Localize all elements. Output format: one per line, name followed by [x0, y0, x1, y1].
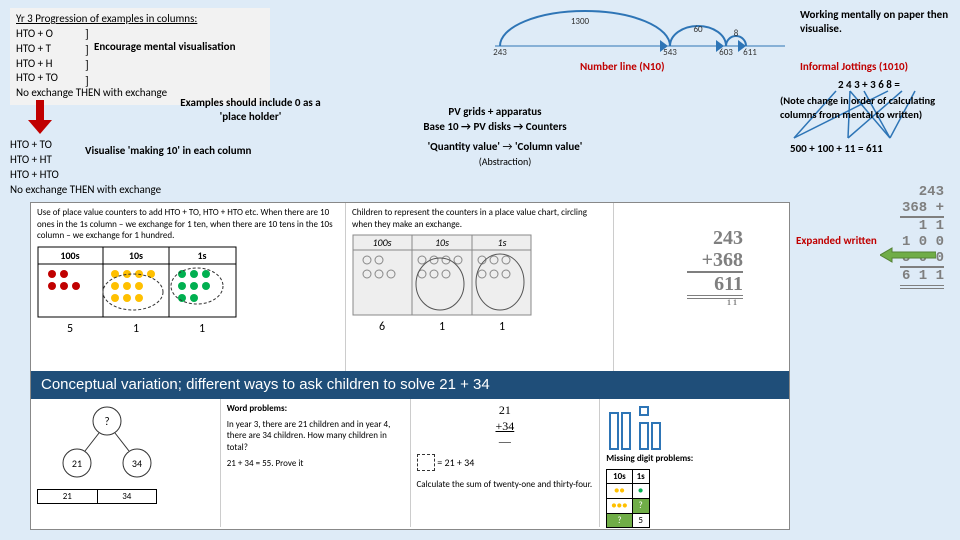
prog-row: HTO + TO: [16, 71, 264, 86]
ws2-text: Children to represent the counters in a …: [352, 207, 607, 230]
worksheet-top-cell-1: Use of place value counters to add HTO +…: [31, 203, 346, 371]
worksheet-bottom-cell-2: Word problems: In year 3, there are 21 c…: [221, 399, 411, 527]
examples-note: Examples should include 0 as a 'place ho…: [168, 96, 333, 125]
ws1-text: Use of place value counters to add HTO +…: [37, 207, 339, 242]
svg-text:500 + 100 + 11 = 611: 500 + 100 + 11 = 611: [790, 142, 883, 155]
working-mentally-note: Working mentally on paper then visualise…: [800, 8, 950, 37]
pvgrids-note: PV grids + apparatus Base 10 → PV disks …: [395, 105, 595, 135]
prog2-footer: No exchange THEN with exchange: [10, 183, 270, 198]
progression-box: Yr 3 Progression of examples in columns:…: [10, 8, 270, 105]
svg-text:?: ?: [104, 415, 109, 428]
svg-text:8: 8: [734, 28, 739, 39]
worksheet-bottom-cell-1: ? 21 34 2134: [31, 399, 221, 527]
informal-jottings-label: Informal Jottings (1010): [800, 60, 908, 73]
pv-line2: Base 10 → PV disks → Counters: [395, 120, 595, 135]
pv-line1: PV grids + apparatus: [395, 105, 595, 120]
svg-text:1s: 1s: [497, 236, 506, 249]
svg-text:100s: 100s: [60, 249, 79, 262]
svg-text:10s: 10s: [435, 236, 449, 249]
numberline-label: Number line (N10): [580, 60, 665, 73]
progression-title: Yr 3 Progression of examples in columns:: [16, 12, 264, 27]
svg-text:34: 34: [132, 457, 142, 470]
svg-text:603: 603: [719, 47, 733, 56]
expanded-written-label: Expanded written: [796, 234, 877, 247]
red-down-arrow-icon: [28, 100, 52, 134]
svg-text:1: 1: [439, 320, 445, 334]
worksheet-panel: Use of place value counters to add HTO +…: [30, 202, 790, 530]
second-progression-box: HTO + TO HTO + HT HTO + HTO No exchange …: [10, 138, 270, 197]
svg-text:1: 1: [499, 320, 505, 334]
svg-text:60: 60: [693, 24, 703, 35]
note-change: (Note change in order of calculating col…: [780, 94, 940, 121]
worksheet-bottom-cell-3: 21 +34 — = 21 + 34 Calculate the sum of …: [411, 399, 601, 527]
worksheet-bottom-cell-4: Missing digit problems: 10s1s ●●● ●●●? ?…: [600, 399, 789, 527]
bracket: ]]]]: [85, 28, 89, 90]
svg-text:21: 21: [72, 457, 82, 470]
svg-text:1: 1: [199, 322, 205, 336]
svg-text:543: 543: [663, 47, 677, 56]
svg-text:10s: 10s: [129, 249, 143, 262]
svg-text:5: 5: [67, 322, 73, 336]
svg-text:1: 1: [133, 322, 139, 336]
svg-text:1300: 1300: [571, 16, 590, 27]
svg-text:6: 6: [379, 320, 385, 334]
worksheet-top-cell-3: 243 +368 611 1 1: [614, 203, 789, 371]
encourage-note: Encourage mental visualisation: [94, 40, 235, 55]
expanded-column-sum: 243 368 + 1 1 1 0 0 5 0 0 6 1 1: [900, 184, 944, 289]
svg-text:2 4 3 + 3 6 8 =: 2 4 3 + 3 6 8 =: [838, 78, 900, 91]
svg-text:1s: 1s: [197, 249, 206, 262]
svg-text:100s: 100s: [372, 236, 391, 249]
prog-row: HTO + H: [16, 57, 264, 72]
prog2-row: HTO + HTO: [10, 168, 270, 183]
worksheet-banner: Conceptual variation; different ways to …: [31, 373, 789, 399]
green-right-arrow-icon: [880, 246, 936, 264]
visualise-note: Visualise 'making 10' in each column: [85, 144, 251, 159]
svg-text:243: 243: [493, 47, 507, 56]
numberline-diagram: 1300 60 8 243 543 603 611: [490, 6, 790, 56]
svg-text:611: 611: [743, 47, 757, 56]
quantity-value-note: 'Quantity value' → 'Column value' (Abstr…: [395, 140, 615, 170]
worksheet-top-cell-2: Children to represent the counters in a …: [346, 203, 614, 371]
